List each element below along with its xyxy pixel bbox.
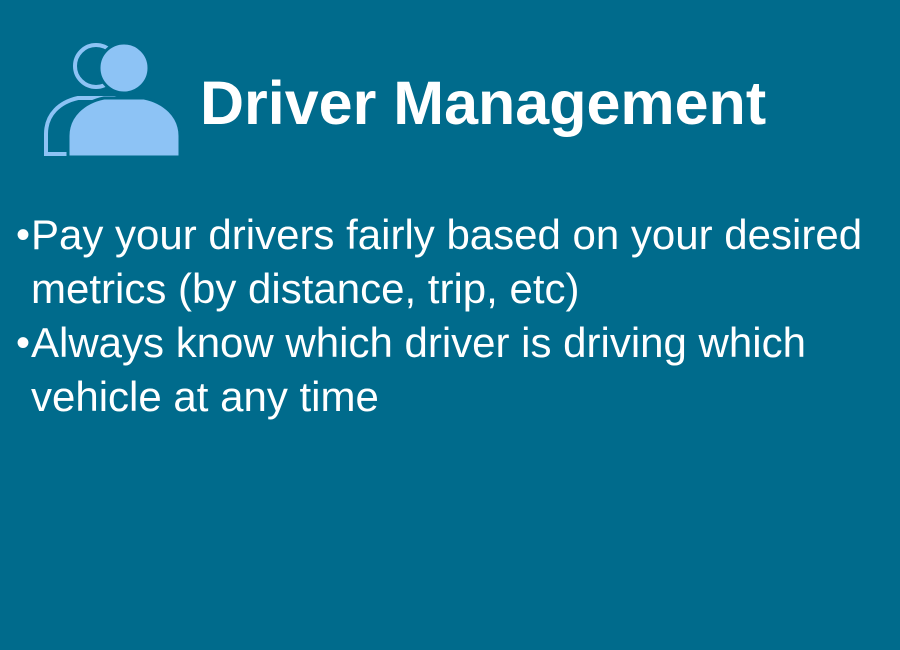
slide-title: Driver Management (200, 69, 767, 137)
bullet-list: • Pay your drivers fairly based on your … (16, 208, 886, 424)
bullet-item: • Pay your drivers fairly based on your … (16, 208, 886, 316)
bullet-item: • Always know which driver is driving wh… (16, 316, 886, 424)
person-icon (38, 36, 183, 161)
bullet-text: Pay your drivers fairly based on your de… (31, 211, 863, 312)
bullet-symbol: • (16, 321, 31, 365)
bullet-symbol: • (16, 213, 31, 257)
bullet-text: Always know which driver is driving whic… (31, 319, 806, 420)
slide-header: Driver Management (30, 30, 880, 165)
